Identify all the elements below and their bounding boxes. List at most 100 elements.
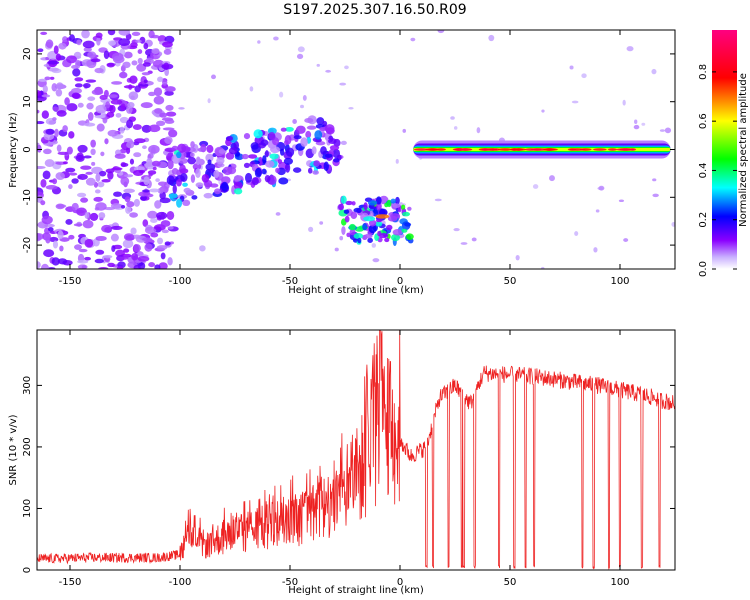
noise-blob xyxy=(40,263,50,269)
faint-noise-blob xyxy=(450,116,455,120)
rising-track-blob xyxy=(277,159,283,164)
rising-track-blob xyxy=(189,152,195,158)
noise-blob xyxy=(99,170,107,177)
noise-blob xyxy=(43,148,52,155)
noise-blob xyxy=(151,48,160,55)
noise-blob xyxy=(47,67,60,72)
faint-noise-blob xyxy=(598,185,605,191)
faint-noise-blob xyxy=(402,128,407,133)
noise-blob xyxy=(82,219,94,229)
rising-track-blob xyxy=(264,174,271,183)
faint-noise-blob xyxy=(371,243,377,248)
noise-blob xyxy=(142,62,151,67)
noise-blob xyxy=(94,67,104,74)
noise-blob xyxy=(52,178,58,185)
noise-blob xyxy=(105,101,111,109)
rising-track-blob xyxy=(241,153,249,160)
noise-blob xyxy=(131,60,138,66)
spectrogram-xlabel: Height of straight line (km) xyxy=(288,285,424,296)
dip-track-blob xyxy=(386,224,393,231)
faint-noise-blob xyxy=(574,231,579,236)
noise-blob xyxy=(77,259,89,264)
noise-blob xyxy=(47,60,60,65)
dip-track-blob xyxy=(362,223,368,231)
noise-blob xyxy=(154,200,162,209)
noise-blob xyxy=(77,192,87,198)
noise-blob xyxy=(49,76,55,80)
noise-blob xyxy=(82,82,91,89)
noise-blob xyxy=(101,224,112,233)
colorbar-tick-label: 0.2 xyxy=(698,212,709,228)
noise-blob xyxy=(91,89,104,96)
rising-track-blob xyxy=(195,156,201,166)
zero-track-peak xyxy=(593,148,607,151)
noise-blob xyxy=(133,264,141,269)
zero-track-peak xyxy=(532,148,548,151)
snr-xlabel: Height of straight line (km) xyxy=(288,585,424,596)
noise-blob xyxy=(157,237,164,245)
noise-blob xyxy=(144,226,157,235)
dip-track-blob xyxy=(341,226,346,235)
noise-blob xyxy=(110,225,123,231)
zero-track-peak xyxy=(607,148,617,151)
noise-blob xyxy=(45,236,51,244)
dip-track-blob xyxy=(401,204,406,210)
zero-track-peak xyxy=(425,148,438,151)
noise-blob xyxy=(134,85,141,93)
spectrogram-frame xyxy=(36,29,676,270)
noise-blob xyxy=(135,39,142,43)
noise-blob xyxy=(164,136,173,144)
noise-blob xyxy=(68,184,73,190)
noise-blob xyxy=(95,249,105,255)
faint-noise-blob xyxy=(275,212,281,216)
snr-ytick-label: 0 xyxy=(22,567,33,573)
snr-ylabel: SNR (10 * v/v) xyxy=(8,414,19,485)
rising-track-blob xyxy=(233,175,242,182)
noise-blob xyxy=(110,203,123,209)
zero-track-peak xyxy=(413,148,429,151)
noise-blob xyxy=(74,83,83,88)
dip-track-blob xyxy=(392,229,403,236)
noise-blob xyxy=(41,94,51,98)
noise-blob xyxy=(55,89,63,97)
noise-blob xyxy=(156,245,168,250)
snr-series-line xyxy=(37,330,675,570)
noise-blob xyxy=(107,171,114,180)
noise-blob xyxy=(100,151,105,157)
dip-track-blob xyxy=(367,237,373,243)
noise-blob xyxy=(144,243,153,252)
noise-blob xyxy=(137,255,150,262)
noise-blob xyxy=(53,45,59,54)
noise-blob xyxy=(51,257,60,266)
rising-track-blob xyxy=(201,173,210,183)
noise-blob xyxy=(122,61,131,69)
colorbar-label: Normalized spectral amplitude xyxy=(738,73,749,227)
rising-track-blob xyxy=(284,134,292,145)
faint-noise-blob xyxy=(453,126,458,130)
noise-blob xyxy=(123,233,135,241)
faint-noise-blob xyxy=(633,124,640,130)
noise-blob xyxy=(120,162,129,167)
dip-track-blob xyxy=(376,196,382,205)
dip-track-blob xyxy=(343,209,350,214)
noise-blob xyxy=(127,101,135,109)
rising-track-blob xyxy=(233,141,240,150)
colorbar: 0.0 0.2 0.4 0.6 0.8 Normalized spectral ampl… xyxy=(698,30,749,277)
noise-blob xyxy=(91,161,96,166)
noise-blob xyxy=(143,42,149,50)
rising-track-blob xyxy=(285,126,294,132)
noise-blob xyxy=(73,223,83,227)
colorbar-tick-label: 0.8 xyxy=(698,64,709,80)
faint-noise-blob xyxy=(273,36,279,41)
rising-track-blob xyxy=(178,157,189,164)
faint-noise-blob xyxy=(641,122,646,126)
zero-track-peak xyxy=(511,148,527,151)
snr-frame xyxy=(36,329,676,571)
noise-blob xyxy=(147,152,154,159)
noise-blob xyxy=(123,188,136,193)
noise-blob xyxy=(75,154,85,162)
noise-blob xyxy=(148,173,153,177)
noise-blob xyxy=(85,171,93,175)
faint-noise-blob xyxy=(207,98,211,104)
noise-blob xyxy=(129,75,138,84)
